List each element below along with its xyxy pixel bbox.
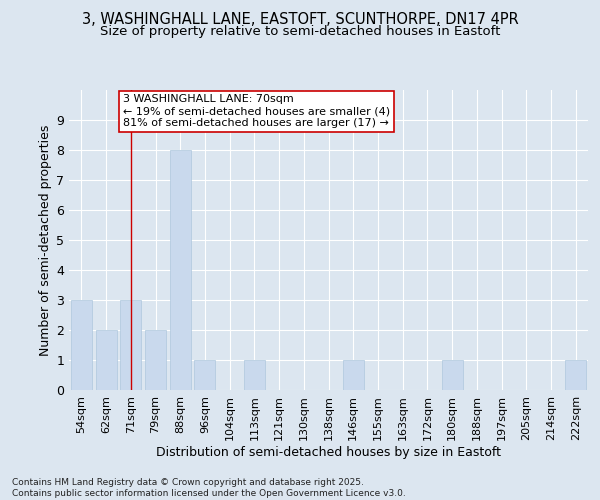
X-axis label: Distribution of semi-detached houses by size in Eastoft: Distribution of semi-detached houses by … — [156, 446, 501, 458]
Bar — [71, 300, 92, 390]
Bar — [343, 360, 364, 390]
Text: Size of property relative to semi-detached houses in Eastoft: Size of property relative to semi-detach… — [100, 25, 500, 38]
Bar — [194, 360, 215, 390]
Bar — [95, 330, 116, 390]
Bar — [120, 300, 141, 390]
Bar — [565, 360, 586, 390]
Bar — [244, 360, 265, 390]
Bar — [442, 360, 463, 390]
Bar — [145, 330, 166, 390]
Text: Contains HM Land Registry data © Crown copyright and database right 2025.
Contai: Contains HM Land Registry data © Crown c… — [12, 478, 406, 498]
Bar — [170, 150, 191, 390]
Text: 3, WASHINGHALL LANE, EASTOFT, SCUNTHORPE, DN17 4PR: 3, WASHINGHALL LANE, EASTOFT, SCUNTHORPE… — [82, 12, 518, 28]
Text: 3 WASHINGHALL LANE: 70sqm
← 19% of semi-detached houses are smaller (4)
81% of s: 3 WASHINGHALL LANE: 70sqm ← 19% of semi-… — [124, 94, 391, 128]
Y-axis label: Number of semi-detached properties: Number of semi-detached properties — [39, 124, 52, 356]
